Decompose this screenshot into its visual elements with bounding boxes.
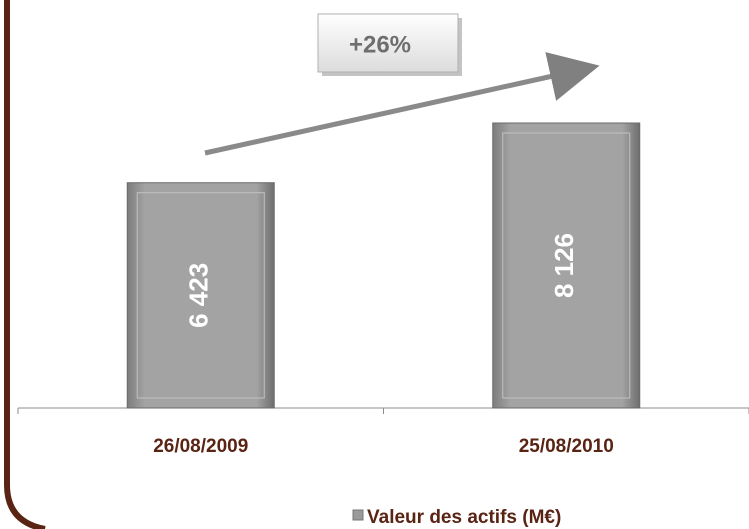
x-tick-label: 25/08/2010 (519, 436, 614, 457)
annotation: +26% (349, 31, 411, 58)
bar-bevel (502, 132, 631, 399)
growth-arrow (204, 52, 600, 156)
x-tick-label: 26/08/2009 (153, 436, 248, 457)
bar (492, 122, 641, 409)
frame-border (4, 0, 46, 529)
annotation-box (317, 13, 459, 73)
legend-swatch (352, 509, 364, 521)
bar-bevel (136, 192, 265, 399)
value-label: 6 423 (184, 263, 214, 328)
value-label: 8 126 (549, 233, 579, 298)
legend-label: Valeur des actifs (M€) (367, 507, 561, 528)
bar (126, 182, 275, 409)
